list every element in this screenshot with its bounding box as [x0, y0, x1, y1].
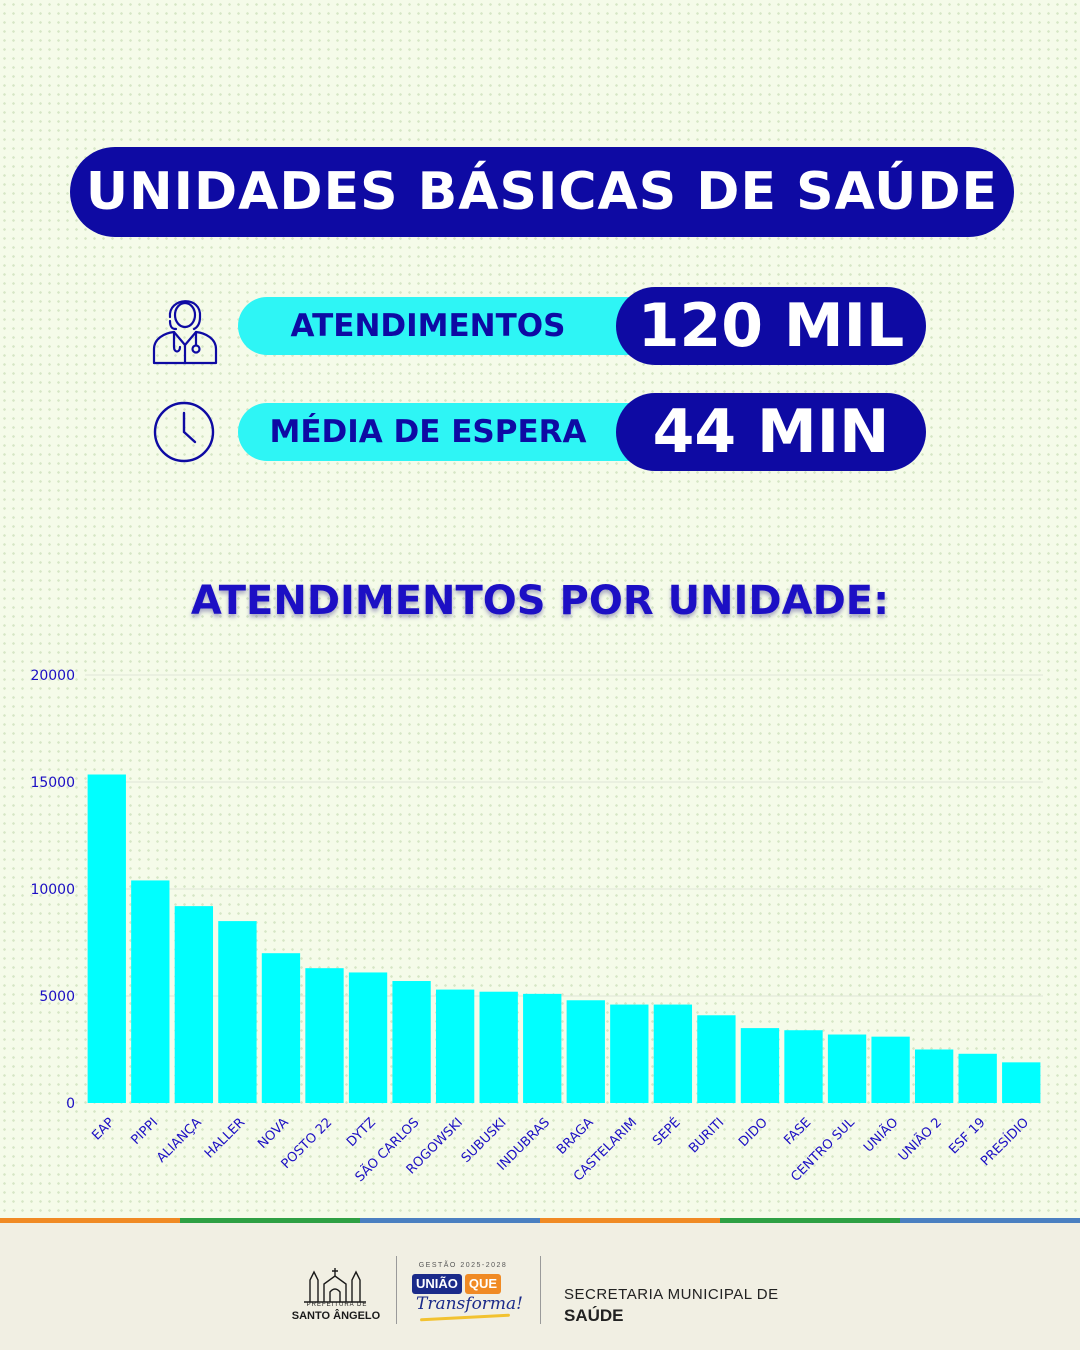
stat-value-atendimentos: 120 MIL — [616, 287, 926, 365]
secretaria-name: SAÚDE — [564, 1306, 624, 1325]
stat-row-espera: MÉDIA DE ESPERA 44 MIN — [150, 393, 930, 473]
bar — [784, 1030, 823, 1103]
bar — [261, 953, 301, 1103]
stat-value-espera: 44 MIN — [616, 393, 926, 471]
transforma-word: Transforma! — [416, 1294, 524, 1314]
chart-title: ATENDIMENTOS POR UNIDADE: — [190, 578, 890, 624]
x-tick-label: NOVA — [255, 1115, 292, 1152]
page-title: UNIDADES BÁSICAS DE SAÚDE — [85, 162, 999, 222]
x-tick-label: ALIANÇA — [154, 1115, 205, 1166]
secretaria-label: SECRETARIA MUNICIPAL DE — [564, 1286, 779, 1303]
prefeitura-small-label: PREFEITURA DE — [306, 1302, 368, 1308]
divider-1 — [396, 1256, 397, 1324]
x-tick-label: FASE — [781, 1115, 814, 1148]
bar — [131, 880, 170, 1103]
bar — [305, 968, 344, 1103]
bar — [958, 1053, 997, 1103]
bar — [653, 1004, 693, 1103]
bar — [914, 1049, 954, 1103]
x-tick-label: DYTZ — [344, 1115, 379, 1150]
bar — [174, 906, 214, 1103]
clock-icon — [153, 401, 215, 463]
bar — [479, 991, 518, 1103]
x-tick-label: PIPPI — [128, 1115, 161, 1148]
footer-stripe — [540, 1218, 721, 1223]
x-tick-label: UNIÃO — [860, 1115, 901, 1156]
gestao-label: GESTÃO 2025-2028 — [418, 1262, 508, 1269]
stat-row-atendimentos: ATENDIMENTOS 120 MIL — [150, 287, 930, 367]
y-tick-label: 0 — [66, 1096, 75, 1112]
y-tick-label: 20000 — [30, 668, 75, 684]
bar — [740, 1028, 780, 1103]
footer-stripe — [360, 1218, 541, 1223]
bar — [827, 1034, 867, 1103]
footer-stripe — [180, 1218, 361, 1223]
bar — [871, 1036, 910, 1103]
stat-label-atendimentos: ATENDIMENTOS — [238, 297, 678, 355]
x-tick-label: UNIÃO 2 — [895, 1115, 945, 1165]
x-tick-label: EAP — [89, 1115, 117, 1143]
footer: PREFEITURA DE SANTO ÂNGELO GESTÃO 2025-2… — [0, 1218, 1080, 1350]
divider-2 — [540, 1256, 541, 1324]
uniao-que-logo: UNIÃO QUE — [412, 1274, 502, 1294]
y-tick-label: 10000 — [30, 882, 75, 898]
prefeitura-name: SANTO ÂNGELO — [291, 1310, 381, 1322]
footer-stripe — [900, 1218, 1080, 1223]
bar — [392, 981, 431, 1103]
prefeitura-logo — [304, 1268, 366, 1303]
x-tick-label: PRESÍDIO — [977, 1115, 1032, 1170]
doctor-icon — [152, 300, 218, 365]
x-tick-label: BURITI — [686, 1115, 727, 1156]
x-tick-label: HALLER — [202, 1115, 248, 1161]
footer-stripe — [0, 1218, 181, 1223]
footer-stripe — [720, 1218, 901, 1223]
bar — [218, 921, 257, 1103]
bar — [348, 972, 388, 1103]
x-tick-label: BRAGA — [554, 1115, 597, 1158]
uniao-word: UNIÃO — [412, 1274, 462, 1294]
bar — [697, 1015, 736, 1103]
x-tick-label: SEPÉ — [649, 1115, 683, 1149]
y-tick-label: 15000 — [30, 775, 75, 791]
y-tick-label: 5000 — [39, 989, 75, 1005]
bar — [566, 1000, 605, 1103]
bar — [87, 774, 126, 1103]
bar — [610, 1004, 649, 1103]
x-tick-label: ESF 19 — [946, 1115, 988, 1157]
transforma-underline — [419, 1313, 511, 1322]
bar — [435, 989, 475, 1103]
bar-chart: 0 5000 10000 15000 20000 EAP PIPPIALIANÇAHALLE… — [30, 668, 1043, 1185]
stat-label-espera: MÉDIA DE ESPERA — [238, 403, 678, 461]
bar — [523, 993, 562, 1103]
title-banner: UNIDADES BÁSICAS DE SAÚDE — [70, 147, 1014, 237]
que-word: QUE — [464, 1274, 502, 1294]
x-tick-label: DIDO — [736, 1115, 771, 1150]
bar — [1002, 1062, 1041, 1103]
